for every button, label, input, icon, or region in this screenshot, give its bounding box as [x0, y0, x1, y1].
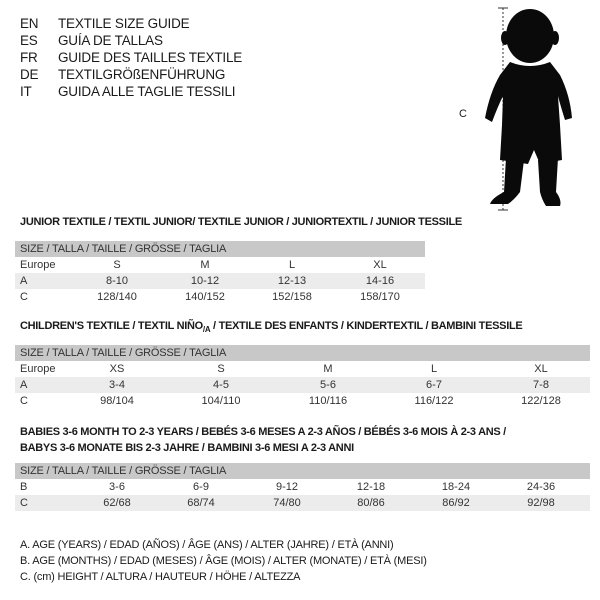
- lang-it: IT GUIDA ALLE TAGLIE TESSILI: [20, 84, 236, 99]
- table-header: SIZE / TALLA / TAILLE / GRÖSSE / TAGLIA: [15, 463, 590, 479]
- lang-en: EN TEXTILE SIZE GUIDE: [20, 16, 190, 31]
- children-size-table: SIZE / TALLA / TAILLE / GRÖSSE / TAGLIA …: [15, 345, 590, 409]
- table-row: C 98/104 104/110 110/116 116/122 122/128: [20, 395, 561, 407]
- junior-title: JUNIOR TEXTILE / TEXTIL JUNIOR/ TEXTILE …: [20, 216, 462, 228]
- legend-a: A. AGE (YEARS) / EDAD (AÑOS) / ÂGE (ANS)…: [20, 539, 394, 551]
- table-row: Europe S M L XL: [20, 259, 387, 271]
- lang-es: ES GUÍA DE TALLAS: [20, 33, 163, 48]
- legend-c: C. (cm) HEIGHT / ALTURA / HAUTEUR / HÖHE…: [20, 571, 301, 583]
- table-row: A 8-10 10-12 12-13 14-16: [15, 273, 425, 289]
- table-row: Europe XS S M L XL: [20, 363, 548, 375]
- table-row: C 62/68 68/74 74/80 80/86 86/92 92/98: [15, 495, 590, 511]
- lang-de: DE TEXTILGRÖßENFÜHRUNG: [20, 67, 226, 82]
- babies-size-table: SIZE / TALLA / TAILLE / GRÖSSE / TAGLIA …: [15, 463, 590, 511]
- table-header: SIZE / TALLA / TAILLE / GRÖSSE / TAGLIA: [15, 345, 590, 361]
- table-row: C 128/140 140/152 152/158 158/170: [20, 291, 400, 303]
- junior-size-table: SIZE / TALLA / TAILLE / GRÖSSE / TAGLIA …: [15, 241, 425, 305]
- table-row: B 3-6 6-9 9-12 12-18 18-24 24-36: [20, 481, 556, 493]
- legend-b: B. AGE (MONTHS) / EDAD (MESES) / ÂGE (MO…: [20, 555, 427, 567]
- babies-title-line-1: BABIES 3-6 MONTH TO 2-3 YEARS / BEBÉS 3-…: [20, 426, 506, 438]
- babies-title-line-2: BABYS 3-6 MONATE BIS 2-3 JAHRE / BAMBINI…: [20, 442, 354, 454]
- table-header: SIZE / TALLA / TAILLE / GRÖSSE / TAGLIA: [15, 241, 425, 257]
- children-title: CHILDREN'S TEXTILE / TEXTIL NIÑO/A / TEX…: [20, 320, 523, 335]
- table-row: A 3-4 4-5 5-6 6-7 7-8: [15, 377, 590, 393]
- lang-fr: FR GUIDE DES TAILLES TEXTILE: [20, 50, 243, 65]
- height-label: C: [459, 108, 467, 120]
- child-silhouette-icon: [485, 7, 572, 211]
